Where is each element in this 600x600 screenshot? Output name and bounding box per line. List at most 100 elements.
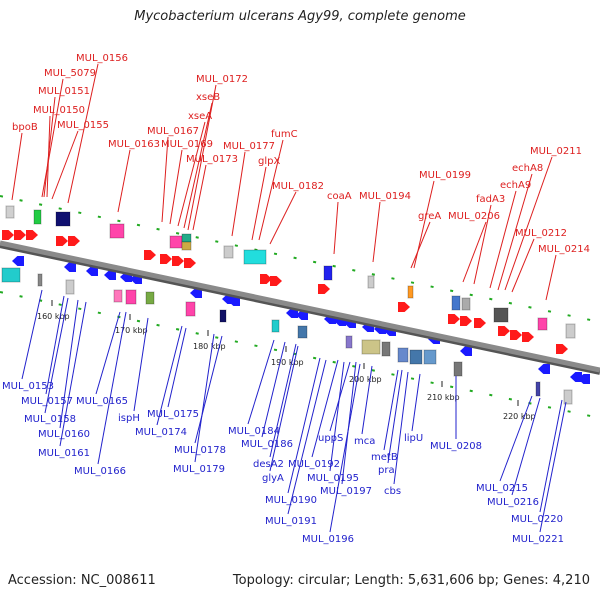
gene-label[interactable]: xseA [188,111,212,122]
forward-gene-arrow[interactable] [460,316,472,326]
gene-label[interactable]: uppS [318,433,343,444]
reverse-gene-arrow[interactable] [578,374,590,384]
gene-feature-block[interactable] [493,307,509,323]
forward-gene-arrow[interactable] [448,314,460,324]
forward-gene-arrow[interactable] [160,254,172,264]
gene-label[interactable]: lipU [404,433,423,444]
forward-gene-arrow[interactable] [474,318,486,328]
gene-label[interactable]: MUL_0155 [57,120,109,131]
gene-label[interactable]: bpoB [12,122,38,133]
gene-label[interactable]: glpX [258,156,280,167]
reverse-gene-arrow[interactable] [12,256,24,266]
gene-label[interactable]: MUL_0165 [76,396,128,407]
gene-feature-block[interactable] [323,265,333,281]
forward-gene-arrow[interactable] [2,230,14,240]
forward-gene-arrow[interactable] [498,326,510,336]
reverse-gene-arrow[interactable] [104,270,116,280]
reverse-gene-arrow[interactable] [190,288,202,298]
forward-gene-arrow[interactable] [556,344,568,354]
reverse-gene-arrow[interactable] [86,266,98,276]
gene-label[interactable]: MUL_0194 [359,191,411,202]
gene-label[interactable]: echA8 [512,163,543,174]
forward-gene-arrow[interactable] [270,276,282,286]
gene-feature-block[interactable] [145,291,155,305]
gene-feature-block[interactable] [565,323,576,339]
gene-label[interactable]: xseB [196,92,220,103]
reverse-gene-arrow[interactable] [538,364,550,374]
gene-label[interactable]: MUL_0214 [538,244,590,255]
gene-label[interactable]: MUL_0166 [74,466,126,477]
gene-feature-block[interactable] [185,301,196,317]
gene-label[interactable]: MUL_0169 [161,139,213,150]
gene-label[interactable]: MUL_0178 [174,445,226,456]
gene-label[interactable]: MUL_0212 [515,228,567,239]
gene-feature-block[interactable] [345,335,353,349]
gene-label[interactable]: MUL_0158 [24,414,76,425]
gene-label[interactable]: MUL_0163 [108,139,160,150]
gene-label[interactable]: MUL_0186 [241,439,293,450]
gene-label[interactable]: metB [371,452,398,463]
gene-label[interactable]: MUL_0172 [196,74,248,85]
gene-label[interactable]: cbs [384,486,401,497]
gene-label[interactable]: MUL_0199 [419,170,471,181]
reverse-gene-arrow[interactable] [64,262,76,272]
forward-gene-arrow[interactable] [398,302,410,312]
gene-feature-block[interactable] [535,381,541,397]
gene-label[interactable]: greA [418,211,441,222]
gene-label[interactable]: MUL_0216 [487,497,539,508]
gene-feature-block[interactable] [169,235,183,249]
gene-label[interactable]: MUL_0156 [76,53,128,64]
gene-feature-block[interactable] [397,347,409,363]
gene-label[interactable]: fumC [271,129,298,140]
gene-label[interactable]: coaA [327,191,352,202]
gene-label[interactable]: MUL_0197 [320,486,372,497]
gene-label[interactable]: desA2 [253,459,284,470]
gene-label[interactable]: MUL_0211 [530,146,582,157]
gene-feature-block[interactable] [181,233,192,243]
gene-label[interactable]: fadA3 [476,194,505,205]
forward-gene-arrow[interactable] [184,258,196,268]
gene-label[interactable]: MUL_0206 [448,211,500,222]
gene-label[interactable]: MUL_0182 [272,181,324,192]
gene-feature-block[interactable] [55,211,71,227]
forward-gene-arrow[interactable] [144,250,156,260]
gene-label[interactable]: MUL_0221 [512,534,564,545]
gene-feature-block[interactable] [109,223,125,239]
gene-label[interactable]: MUL_0195 [307,473,359,484]
gene-feature-block[interactable] [297,325,308,339]
reverse-gene-arrow[interactable] [228,296,240,306]
gene-feature-block[interactable] [5,205,15,219]
gene-feature-block[interactable] [113,289,123,303]
gene-feature-block[interactable] [37,273,43,287]
gene-feature-block[interactable] [361,339,381,355]
gene-label[interactable]: MUL_0179 [173,464,225,475]
gene-label[interactable]: MUL_0153 [2,381,54,392]
reverse-gene-arrow[interactable] [460,346,472,356]
gene-feature-block[interactable] [271,319,280,333]
gene-label[interactable]: mca [354,436,375,447]
gene-feature-block[interactable] [381,341,391,357]
gene-feature-block[interactable] [461,297,471,311]
forward-gene-arrow[interactable] [318,284,330,294]
gene-feature-block[interactable] [407,285,414,299]
gene-label[interactable]: MUL_0196 [302,534,354,545]
gene-feature-block[interactable] [65,279,75,295]
forward-gene-arrow[interactable] [172,256,184,266]
forward-gene-arrow[interactable] [260,274,272,284]
forward-gene-arrow[interactable] [56,236,68,246]
gene-label[interactable]: MUL_0177 [223,141,275,152]
gene-feature-block[interactable] [219,309,227,323]
gene-feature-block[interactable] [563,389,573,405]
gene-label[interactable]: MUL_0220 [511,514,563,525]
gene-label[interactable]: MUL_0208 [430,441,482,452]
gene-feature-block[interactable] [451,295,461,311]
gene-feature-block[interactable] [409,349,423,365]
gene-label[interactable]: MUL_0150 [33,105,85,116]
forward-gene-arrow[interactable] [522,332,534,342]
gene-feature-block[interactable] [181,241,192,251]
gene-label[interactable]: MUL_0173 [186,154,238,165]
gene-feature-block[interactable] [223,245,234,259]
forward-gene-arrow[interactable] [510,330,522,340]
gene-label[interactable]: MUL_0175 [147,409,199,420]
gene-feature-block[interactable] [125,289,137,305]
